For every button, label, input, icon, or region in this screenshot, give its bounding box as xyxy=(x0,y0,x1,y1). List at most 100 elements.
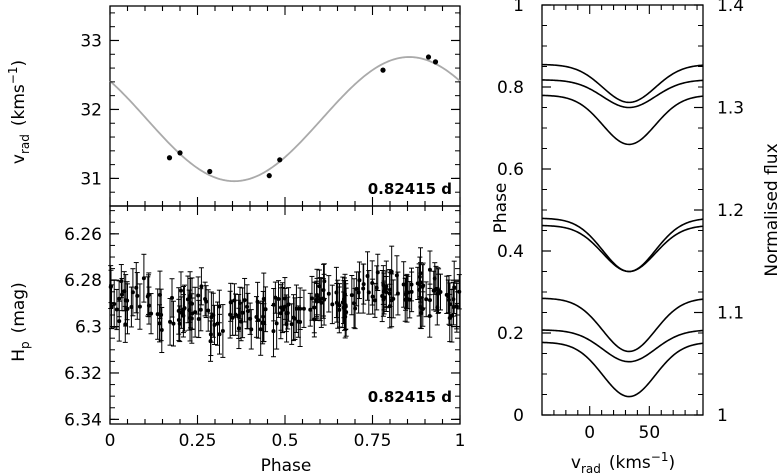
phot-point xyxy=(134,285,139,290)
phot-point xyxy=(447,315,452,320)
phot-point xyxy=(119,279,124,284)
phot-point xyxy=(357,278,362,283)
rv-point xyxy=(380,67,386,73)
rv-ytick-label: 31 xyxy=(80,169,102,189)
phot-point xyxy=(446,297,451,302)
phot-point xyxy=(263,307,268,312)
profiles-xlabel-unit: (kms xyxy=(609,453,651,473)
phot-point xyxy=(291,315,296,320)
phot-point xyxy=(427,267,432,272)
phot-point xyxy=(419,311,424,316)
phot-ylabel-unit: (mag) xyxy=(9,282,29,333)
profile-line xyxy=(541,341,704,398)
phot-point xyxy=(261,296,266,301)
phot-point xyxy=(119,292,124,297)
profiles-xtick-label: 50 xyxy=(639,423,661,443)
profile-line xyxy=(541,297,704,353)
phot-point xyxy=(427,298,432,303)
profiles-xlabel-sub: rad xyxy=(581,462,601,474)
profiles-left-tick-label: 0.8 xyxy=(497,78,524,98)
phot-point xyxy=(370,294,375,299)
phot-point xyxy=(433,286,438,291)
phot-point xyxy=(159,312,164,317)
rv-period-label: 0.82415 d xyxy=(368,180,452,198)
phot-point xyxy=(228,312,233,317)
phot-point xyxy=(286,302,291,307)
phot-point xyxy=(196,293,201,298)
phot-point xyxy=(383,286,388,291)
profile-line xyxy=(541,79,704,109)
phot-point xyxy=(283,304,288,309)
profiles-xlabel-main: v xyxy=(571,453,581,473)
phot-point xyxy=(274,321,279,326)
phot-point xyxy=(169,295,174,300)
phot-point xyxy=(308,307,313,312)
rv-point xyxy=(166,155,173,161)
phot-point xyxy=(401,282,406,287)
profiles-x-axis-label: vrad (kms−1) xyxy=(571,450,675,474)
rv-y-axis-label: vrad (kms−1) xyxy=(6,60,32,164)
phot-point xyxy=(168,319,173,324)
rv-ylabel-unit: (kms xyxy=(9,84,29,126)
phot-point xyxy=(228,300,233,305)
phot-point xyxy=(193,310,198,315)
phot-point xyxy=(341,297,346,302)
phot-point xyxy=(109,284,114,289)
phot-point xyxy=(420,284,425,289)
phot-point xyxy=(454,304,459,309)
phot-xtick-label: 0.5 xyxy=(271,431,298,451)
phot-point xyxy=(273,295,278,300)
phot-point xyxy=(217,304,222,309)
profile-line xyxy=(541,224,704,273)
phot-point xyxy=(279,305,284,310)
rv-ylabel-sub: rad xyxy=(18,134,32,154)
phot-point xyxy=(365,274,370,279)
phot-point xyxy=(230,315,235,320)
phot-ytick-label: 6.3 xyxy=(75,318,102,338)
phot-point xyxy=(114,307,119,312)
phot-point xyxy=(391,296,396,301)
profiles-panel: 0 0.2 0.4 0.6 0.8 1 1 1.1 1.2 1.3 1.4 0 50 Phase N… xyxy=(491,0,782,474)
phot-point xyxy=(122,289,127,294)
phot-point xyxy=(125,306,130,311)
phot-point xyxy=(245,304,250,309)
profiles-xtick-label: 0 xyxy=(584,423,595,443)
profiles-xlabel-exp: −1 xyxy=(651,450,669,464)
phot-point xyxy=(361,286,366,291)
phot-point xyxy=(245,309,250,314)
phot-xtick-label: 0.75 xyxy=(354,431,392,451)
phot-point xyxy=(415,281,420,286)
phot-period-label: 0.82415 d xyxy=(368,388,452,406)
phot-point xyxy=(236,313,241,318)
profiles-left-tick-label: 1 xyxy=(513,0,524,16)
rv-point xyxy=(432,59,439,65)
phot-point xyxy=(372,298,377,303)
phot-point xyxy=(349,293,354,298)
profiles-left-tick-label: 0 xyxy=(513,406,524,426)
rv-ylabel-main: v xyxy=(9,154,29,164)
phot-point xyxy=(198,307,203,312)
profiles-right-tick-label: 1.1 xyxy=(717,304,744,324)
phot-point xyxy=(178,288,183,293)
phot-point xyxy=(289,322,294,327)
phot-ytick-label: 6.34 xyxy=(64,410,102,430)
rv-fit-curve xyxy=(109,56,461,183)
phot-point xyxy=(145,294,150,299)
profile-line xyxy=(541,217,704,273)
phot-point xyxy=(157,321,162,326)
phot-point xyxy=(233,312,238,317)
phot-point xyxy=(424,297,429,302)
rv-point xyxy=(266,173,272,179)
profiles-right-tick-label: 1.4 xyxy=(717,0,744,16)
phot-point xyxy=(451,297,456,302)
rv-point xyxy=(207,168,213,175)
phot-point xyxy=(204,299,209,304)
phot-point xyxy=(409,289,414,294)
phot-xtick-label: 0 xyxy=(105,431,116,451)
rv-frame xyxy=(109,5,461,207)
rv-ytick-label: 32 xyxy=(80,100,102,120)
phot-point xyxy=(330,302,335,307)
phot-point xyxy=(271,329,276,334)
